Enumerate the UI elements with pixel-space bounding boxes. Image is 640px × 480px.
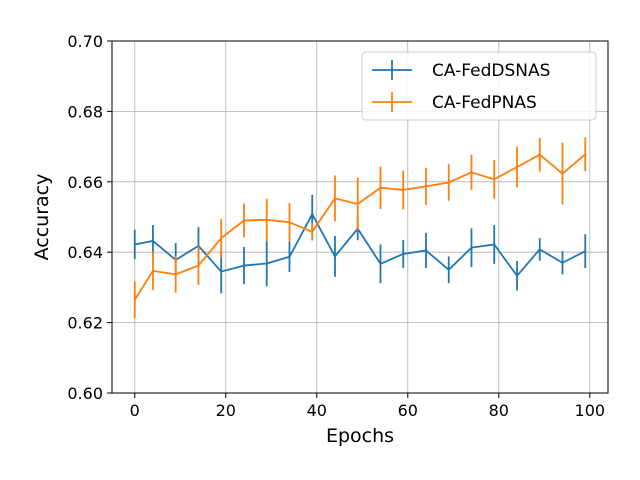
x-tick-label: 100 xyxy=(575,401,606,420)
y-axis-label: Accuracy xyxy=(31,174,53,261)
data-point xyxy=(584,153,587,156)
data-point xyxy=(288,221,291,224)
data-point xyxy=(516,166,518,168)
data-point xyxy=(243,219,245,222)
y-tick-label: 0.70 xyxy=(67,32,103,51)
x-tick-label: 80 xyxy=(489,401,509,420)
data-point xyxy=(152,240,154,242)
data-point xyxy=(197,264,200,267)
legend-label: CA-FedDSNAS xyxy=(432,61,550,81)
data-point xyxy=(447,181,450,184)
y-tick-label: 0.60 xyxy=(67,384,103,403)
data-point xyxy=(470,171,473,174)
legend-box xyxy=(361,51,597,121)
x-tick-label: 0 xyxy=(130,401,140,420)
data-point xyxy=(288,255,291,258)
legend: CA-FedDSNAS CA-FedPNAS xyxy=(361,51,597,121)
data-point xyxy=(379,186,382,189)
y-tick-label: 0.68 xyxy=(67,102,103,121)
data-point xyxy=(265,262,268,265)
data-point xyxy=(516,274,518,277)
data-point xyxy=(470,246,473,249)
data-point xyxy=(133,243,136,246)
data-point xyxy=(133,298,136,301)
y-tick-label: 0.66 xyxy=(67,173,103,192)
data-point xyxy=(447,269,450,271)
data-point xyxy=(584,250,587,252)
data-point xyxy=(174,273,177,276)
data-point xyxy=(561,261,564,264)
series-ca-feddsnas xyxy=(133,194,587,294)
data-point xyxy=(493,178,496,181)
data-series xyxy=(133,137,587,319)
x-tick-label: 40 xyxy=(307,401,327,420)
data-point xyxy=(561,172,564,175)
data-point xyxy=(220,237,223,239)
data-point xyxy=(402,253,405,255)
data-point xyxy=(243,264,245,267)
axis-ticks: 0 20 40 60 80 100 0.60 0.62 0.64 0.66 0.68 0.70 xyxy=(67,32,605,420)
data-point xyxy=(402,189,405,191)
data-point xyxy=(220,270,223,273)
data-point xyxy=(311,230,314,233)
legend-label: CA-FedPNAS xyxy=(432,93,537,113)
x-tick-label: 20 xyxy=(216,401,236,420)
x-axis-label: Epochs xyxy=(326,425,394,447)
data-point xyxy=(425,249,427,252)
data-point xyxy=(379,263,382,265)
data-point xyxy=(356,203,359,205)
x-tick-label: 60 xyxy=(398,401,418,420)
data-point xyxy=(334,255,336,258)
data-point xyxy=(493,243,496,246)
plot-frame xyxy=(111,40,609,394)
data-point xyxy=(265,219,268,221)
data-point xyxy=(538,248,541,251)
data-point xyxy=(538,153,541,156)
y-tick-label: 0.62 xyxy=(67,314,103,333)
series-ca-fedpnas xyxy=(133,137,587,319)
y-tick-label: 0.64 xyxy=(67,243,103,262)
data-point xyxy=(334,197,336,200)
data-point xyxy=(425,185,427,188)
data-point xyxy=(152,270,154,272)
data-point xyxy=(311,213,314,215)
